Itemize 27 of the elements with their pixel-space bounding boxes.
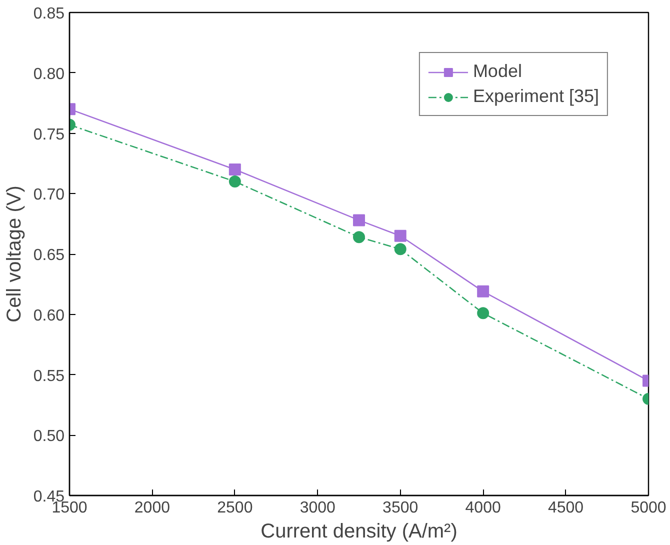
x-tick-label: 2000	[134, 500, 170, 516]
x-tick-label: 4000	[465, 500, 501, 516]
y-tick-label: 0.85	[33, 6, 65, 22]
legend-label: Model	[472, 61, 522, 82]
x-tick-label: 3000	[300, 500, 336, 516]
y-tick-label: 0.80	[33, 66, 65, 83]
point	[477, 307, 490, 320]
x-tick-label: 3500	[382, 500, 418, 516]
x-tick-label: 2500	[217, 500, 253, 516]
x-axis-title: Current density (A/m²)	[260, 520, 458, 542]
y-tick-label: 0.70	[33, 186, 65, 204]
point	[394, 243, 406, 256]
x-tick-label: 5000	[630, 500, 666, 516]
point	[353, 214, 365, 226]
legend-label: Experiment [35]	[472, 86, 599, 107]
x-tick-label: 4500	[548, 500, 584, 516]
point	[477, 285, 490, 298]
point	[228, 163, 241, 176]
y-tick-label: 0.55	[33, 368, 65, 385]
point	[353, 231, 365, 244]
y-tick-label: 0.50	[33, 428, 65, 446]
y-axis-title: Cell voltage (V)	[3, 186, 26, 322]
point	[394, 230, 406, 242]
y-tick-label: 0.60	[33, 307, 65, 324]
y-tick-label: 0.65	[33, 247, 65, 264]
y-tick-label: 0.75	[33, 126, 65, 144]
point	[228, 176, 241, 188]
